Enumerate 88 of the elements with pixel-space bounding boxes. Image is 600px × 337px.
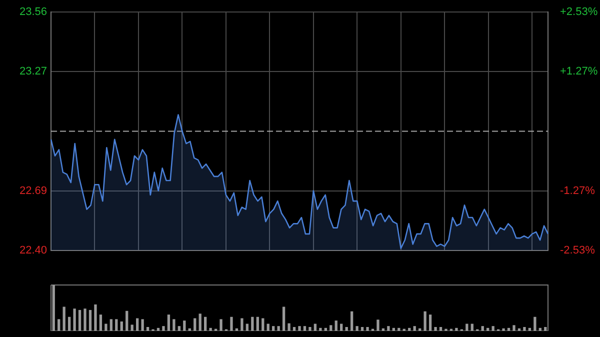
bar [251,316,254,331]
bar [277,326,280,331]
bar [392,328,395,331]
y2-tick-label: -2.53% [560,244,596,256]
bar [360,326,364,331]
bar [507,328,510,331]
bar [52,285,55,331]
y2-tick-label: -1.27% [560,185,596,198]
bar [172,319,176,331]
bar [523,326,526,331]
bar [298,326,301,331]
bar [120,321,123,331]
bar [340,324,343,331]
bar [324,328,327,331]
bar [256,316,259,331]
bar [334,320,338,331]
y-tick-label: 22.40 [19,244,47,256]
bar [292,326,296,331]
bar [167,314,170,331]
bar [88,310,92,331]
bar [115,319,118,331]
bar [413,326,416,331]
bar [308,326,312,331]
bar [262,318,264,331]
bar [428,314,432,331]
bar [544,326,547,331]
bar [356,326,358,331]
bar [538,328,542,331]
bar [230,316,233,331]
bar [62,306,66,331]
bar [178,326,181,331]
bar [439,326,442,331]
bar [194,318,196,331]
bar [183,320,186,331]
bar [162,326,165,331]
bar [136,318,139,331]
bar [220,319,222,331]
bar [272,326,275,331]
bar [314,324,317,331]
bar [146,326,150,331]
bar [130,324,134,331]
bar [466,324,468,331]
bar [78,310,82,331]
bar [502,328,505,331]
bar [246,324,249,331]
bar [512,325,516,331]
bar [481,326,484,331]
bar [492,326,494,331]
bar [204,316,207,331]
bar [68,316,71,331]
bar [424,311,426,331]
bar [240,318,244,331]
bar [73,308,76,331]
bar [141,319,144,331]
bar [376,320,380,331]
bar [387,326,390,331]
bar [434,326,437,331]
bar [350,311,354,331]
bar [345,326,348,331]
bar [156,328,160,331]
bar [534,316,536,331]
bar [319,328,322,331]
y-tick-label: 23.27 [19,66,47,78]
bar [94,304,97,331]
bar [470,324,474,331]
bar [266,324,270,331]
bar [58,319,60,331]
bar [209,328,212,331]
bar [303,326,306,331]
bar [110,319,112,331]
bar [398,328,400,331]
bar [288,323,290,331]
bar [104,324,108,331]
y2-tick-label: +1.27% [560,65,598,78]
bar [408,328,411,331]
bar [84,308,86,331]
bar [486,328,490,331]
y2-tick-label: +2.53% [560,6,598,18]
bar [366,326,369,331]
bar [126,310,128,331]
bar [99,314,102,331]
bar [330,325,332,331]
bar [198,314,202,331]
bar [528,328,532,331]
bar [455,328,458,331]
y-tick-label: 22.69 [19,184,47,197]
bar [282,306,286,331]
y-tick-label: 23.56 [19,6,47,18]
